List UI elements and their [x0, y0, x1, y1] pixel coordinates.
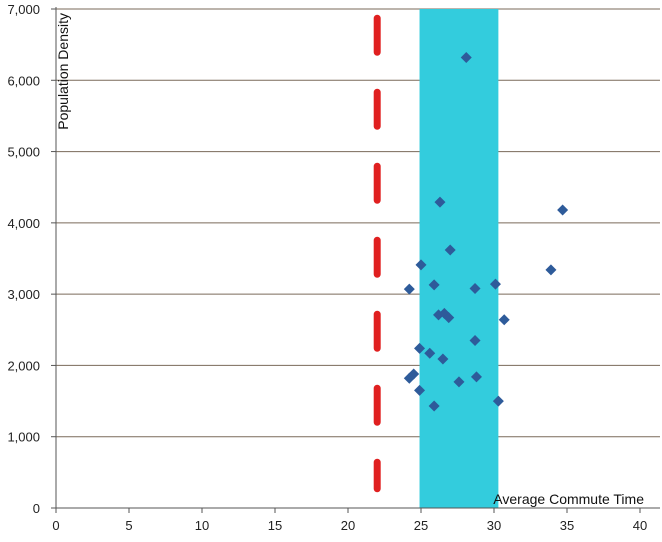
data-point [470, 371, 482, 383]
data-point [403, 372, 415, 384]
data-point [453, 376, 465, 388]
data-point [443, 312, 455, 324]
y-tick-label: 0 [33, 501, 40, 516]
data-point [428, 400, 440, 412]
highlight-band [419, 9, 499, 508]
data-point [415, 259, 427, 271]
x-tick-label: 30 [487, 518, 501, 533]
y-tick-label: 5,000 [7, 145, 40, 160]
data-point [414, 342, 426, 354]
x-tick-label: 5 [125, 518, 132, 533]
y-tick-labels: 0 1,000 2,000 3,000 4,000 5,000 6,000 7,000 [7, 2, 40, 516]
x-tick-label: 15 [268, 518, 282, 533]
data-point [498, 314, 510, 326]
y-tick-label: 3,000 [7, 287, 40, 302]
data-point [428, 279, 440, 291]
y-axis-title: Population Density [55, 13, 71, 130]
x-tick-label: 40 [633, 518, 647, 533]
x-tick-labels: 0 5 10 15 20 25 30 35 40 [52, 518, 647, 533]
x-axis-title: Average Commute Time [493, 491, 644, 507]
data-point [434, 196, 446, 208]
y-tick-label: 6,000 [7, 73, 40, 88]
x-tick-label: 10 [195, 518, 209, 533]
data-point [489, 278, 501, 290]
x-tick-label: 0 [52, 518, 59, 533]
data-point [444, 244, 456, 256]
x-tick-label: 35 [560, 518, 574, 533]
data-point [437, 353, 449, 365]
y-tick-label: 2,000 [7, 358, 40, 373]
data-point [557, 204, 569, 216]
data-point [424, 347, 436, 359]
y-tick-label: 7,000 [7, 2, 40, 17]
data-point [414, 384, 426, 396]
data-points [403, 51, 569, 412]
data-point [492, 395, 504, 407]
data-point [469, 334, 481, 346]
data-point [469, 282, 481, 294]
data-point [403, 283, 415, 295]
data-point [545, 264, 557, 276]
x-tick-label: 20 [341, 518, 355, 533]
y-tick-label: 1,000 [7, 430, 40, 445]
x-tick-label: 25 [414, 518, 428, 533]
gridlines [56, 8, 660, 438]
data-point [460, 51, 472, 63]
y-tick-label: 4,000 [7, 216, 40, 231]
axes [51, 7, 660, 513]
